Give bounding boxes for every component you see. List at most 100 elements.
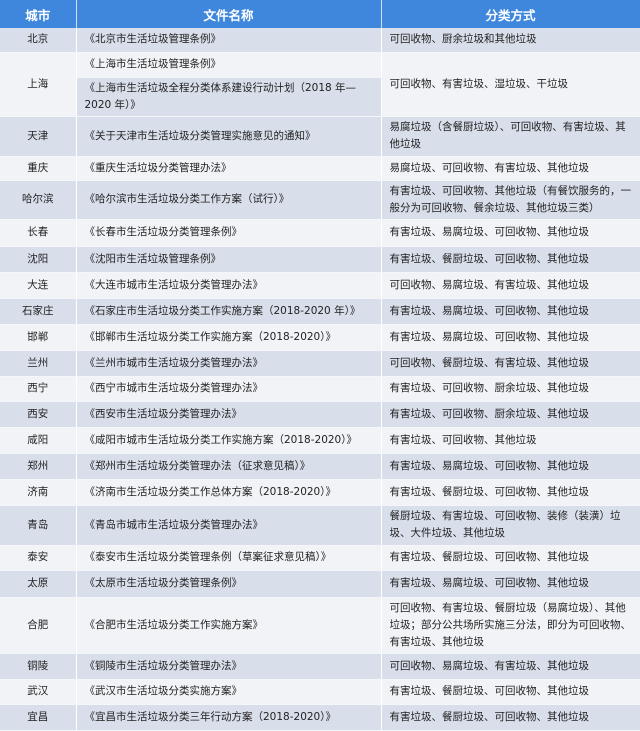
method-cell: 有害垃圾、可回收物、厨余垃圾、其他垃圾 <box>381 401 640 428</box>
city-cell: 咸阳 <box>0 427 77 454</box>
city-cell: 上海 <box>0 52 77 117</box>
table-row: 青岛 《青岛市城市生活垃圾分类管理办法》 餐厨垃圾、有害垃圾、可回收物、装修（装潢）… <box>0 505 640 546</box>
table-row: 长春 《长春市生活垃圾分类管理条例》 有害垃圾、易腐垃圾、可回收物、其他垃圾 <box>0 219 640 247</box>
method-cell: 可回收物、易腐垃圾、有害垃圾、其他垃圾 <box>381 653 640 680</box>
city-cell: 济南 <box>0 479 77 506</box>
document-cell: 《咸阳市城市生活垃圾分类工作实施方案（2018-2020）》 <box>76 427 382 454</box>
city-cell: 西安 <box>0 401 77 428</box>
method-cell: 餐厨垃圾、有害垃圾、可回收物、装修（装潢）垃圾、大件垃圾、其他垃圾 <box>381 505 640 546</box>
document-cell: 《郑州市生活垃圾分类管理办法（征求意见稿）》 <box>76 453 382 480</box>
city-cell: 北京 <box>0 28 77 53</box>
method-cell: 有害垃圾、餐厨垃圾、可回收物、其他垃圾 <box>381 479 640 506</box>
method-cell: 有害垃圾、餐厨垃圾、可回收物、其他垃圾 <box>381 545 640 571</box>
table-row: 邯郸 《邯郸市生活垃圾分类工作实施方案（2018-2020）》 有害垃圾、易腐垃圾、… <box>0 324 640 351</box>
method-cell: 有害垃圾、可回收物、其他垃圾（有餐饮服务的，一般分为可回收物、餐余垃圾、其他垃圾… <box>381 180 640 220</box>
city-cell: 沈阳 <box>0 246 77 273</box>
table-row: 咸阳 《咸阳市城市生活垃圾分类工作实施方案（2018-2020）》 有害垃圾、可回收… <box>0 427 640 454</box>
document-cell: 《兰州市城市生活垃圾分类管理办法》 <box>76 350 382 377</box>
document-cell: 《大连市城市生活垃圾分类管理办法》 <box>76 272 382 299</box>
header-document: 文件名称 <box>76 0 382 28</box>
table-row: 兰州 《兰州市城市生活垃圾分类管理办法》 可回收物、餐厨垃圾、有害垃圾、其他垃圾 <box>0 350 640 377</box>
table-row: 沈阳 《沈阳市生活垃圾管理条例》 有害垃圾、餐厨垃圾、可回收物、其他垃圾 <box>0 246 640 273</box>
city-cell: 哈尔滨 <box>0 180 77 220</box>
method-cell: 可回收物、有害垃圾、湿垃圾、干垃圾 <box>381 52 640 117</box>
city-cell: 青岛 <box>0 505 77 546</box>
table-row: 济南 《济南市生活垃圾分类工作总体方案（2018-2020）》 有害垃圾、餐厨垃圾、… <box>0 479 640 506</box>
table-row: 西安 《西安市生活垃圾分类管理办法》 有害垃圾、可回收物、厨余垃圾、其他垃圾 <box>0 401 640 428</box>
table-row: 哈尔滨 《哈尔滨市生活垃圾分类工作方案（试行）》 有害垃圾、可回收物、其他垃圾（有餐… <box>0 180 640 220</box>
city-cell: 西宁 <box>0 376 77 402</box>
document-cell: 《沈阳市生活垃圾管理条例》 <box>76 246 382 273</box>
method-cell: 易腐垃圾（含餐厨垃圾）、可回收物、有害垃圾、其他垃圾 <box>381 116 640 157</box>
document-cell: 《济南市生活垃圾分类工作总体方案（2018-2020）》 <box>76 479 382 506</box>
city-cell: 重庆 <box>0 156 77 181</box>
table-row: 《上海市生活垃圾全程分类体系建设行动计划（2018 年—2020 年）》 <box>0 77 640 117</box>
document-cell: 《石家庄市生活垃圾分类工作实施方案（2018-2020 年）》 <box>76 298 382 325</box>
document-cell: 《宜昌市生活垃圾分类三年行动方案（2018-2020）》 <box>76 704 382 731</box>
city-cell: 长春 <box>0 219 77 247</box>
method-cell: 有害垃圾、易腐垃圾、可回收物、其他垃圾 <box>381 219 640 247</box>
table-row: 郑州 《郑州市生活垃圾分类管理办法（征求意见稿）》 有害垃圾、易腐垃圾、可回收物、其… <box>0 453 640 480</box>
method-cell: 有害垃圾、可回收物、厨余垃圾、其他垃圾 <box>381 376 640 402</box>
city-cell: 兰州 <box>0 350 77 377</box>
table-row: 上海 《上海市生活垃圾管理条例》 可回收物、有害垃圾、湿垃圾、干垃圾 <box>0 52 640 117</box>
method-cell: 有害垃圾、易腐垃圾、可回收物、其他垃圾 <box>381 298 640 325</box>
table-row: 西宁 《西宁市城市生活垃圾分类管理办法》 有害垃圾、可回收物、厨余垃圾、其他垃圾 <box>0 376 640 402</box>
method-cell: 有害垃圾、易腐垃圾、可回收物、其他垃圾 <box>381 453 640 480</box>
table-row: 太原 《太原市生活垃圾分类管理条例》 有害垃圾、易腐垃圾、可回收物、其他垃圾 <box>0 570 640 598</box>
method-cell: 可回收物、厨余垃圾和其他垃圾 <box>381 28 640 53</box>
table-row: 武汉 《武汉市生活垃圾分类实施方案》 有害垃圾、餐厨垃圾、可回收物、其他垃圾 <box>0 679 640 705</box>
city-cell: 武汉 <box>0 679 77 705</box>
method-cell: 可回收物、易腐垃圾、有害垃圾、其他垃圾 <box>381 272 640 299</box>
document-cell: 《哈尔滨市生活垃圾分类工作方案（试行）》 <box>76 180 382 220</box>
header-method: 分类方式 <box>381 0 640 28</box>
document-cell: 《武汉市生活垃圾分类实施方案》 <box>76 679 382 705</box>
city-cell: 铜陵 <box>0 653 77 680</box>
method-cell: 可回收物、有害垃圾、餐厨垃圾（易腐垃圾）、其他垃圾；部分公共场所实施三分法，即分… <box>381 597 640 654</box>
method-cell: 易腐垃圾、可回收物、有害垃圾、其他垃圾 <box>381 156 640 181</box>
city-cell: 大连 <box>0 272 77 299</box>
table-row: 石家庄 《石家庄市生活垃圾分类工作实施方案（2018-2020 年）》 有害垃圾、易… <box>0 298 640 325</box>
city-cell: 泰安 <box>0 545 77 571</box>
method-cell: 有害垃圾、可回收物、其他垃圾 <box>381 427 640 454</box>
table-row: 合肥 《合肥市生活垃圾分类工作实施方案》 可回收物、有害垃圾、餐厨垃圾（易腐垃圾）、… <box>0 597 640 654</box>
document-cell: 《上海市生活垃圾全程分类体系建设行动计划（2018 年—2020 年）》 <box>76 77 382 117</box>
document-cell: 《长春市生活垃圾分类管理条例》 <box>76 219 382 247</box>
table-row: 宜昌 《宜昌市生活垃圾分类三年行动方案（2018-2020）》 有害垃圾、餐厨垃圾、… <box>0 704 640 731</box>
method-cell: 有害垃圾、餐厨垃圾、可回收物、其他垃圾 <box>381 704 640 731</box>
table-row: 泰安 《泰安市生活垃圾分类管理条例（草案征求意见稿）》 有害垃圾、餐厨垃圾、可回收物… <box>0 545 640 571</box>
method-cell: 有害垃圾、餐厨垃圾、可回收物、其他垃圾 <box>381 679 640 705</box>
method-cell: 有害垃圾、易腐垃圾、可回收物、其他垃圾 <box>381 324 640 351</box>
document-cell: 《上海市生活垃圾管理条例》 <box>76 52 382 78</box>
document-cell: 《铜陵市生活垃圾分类管理办法》 <box>76 653 382 680</box>
document-cell: 《重庆生活垃圾分类管理办法》 <box>76 156 382 181</box>
city-cell: 太原 <box>0 570 77 598</box>
document-cell: 《关于天津市生活垃圾分类管理实施意见的通知》 <box>76 116 382 157</box>
document-cell: 《邯郸市生活垃圾分类工作实施方案（2018-2020）》 <box>76 324 382 351</box>
table-header-row: 城市 文件名称 分类方式 <box>0 0 640 28</box>
document-cell: 《西宁市城市生活垃圾分类管理办法》 <box>76 376 382 402</box>
method-cell: 有害垃圾、餐厨垃圾、可回收物、其他垃圾 <box>381 246 640 273</box>
city-cell: 邯郸 <box>0 324 77 351</box>
method-cell: 有害垃圾、易腐垃圾、可回收物、其他垃圾 <box>381 570 640 598</box>
city-cell: 合肥 <box>0 597 77 654</box>
document-cell: 《合肥市生活垃圾分类工作实施方案》 <box>76 597 382 654</box>
document-cell: 《青岛市城市生活垃圾分类管理办法》 <box>76 505 382 546</box>
header-city: 城市 <box>0 0 77 28</box>
city-cell: 天津 <box>0 116 77 157</box>
table-row: 天津 《关于天津市生活垃圾分类管理实施意见的通知》 易腐垃圾（含餐厨垃圾）、可回收物… <box>0 116 640 157</box>
table-row: 大连 《大连市城市生活垃圾分类管理办法》 可回收物、易腐垃圾、有害垃圾、其他垃圾 <box>0 272 640 299</box>
table-row: 北京 《北京市生活垃圾管理条例》 可回收物、厨余垃圾和其他垃圾 <box>0 28 640 53</box>
table-row: 重庆 《重庆生活垃圾分类管理办法》 易腐垃圾、可回收物、有害垃圾、其他垃圾 <box>0 156 640 181</box>
table-body: 北京 《北京市生活垃圾管理条例》 可回收物、厨余垃圾和其他垃圾 上海 《上海市生活垃圾管… <box>0 28 640 731</box>
city-cell: 宜昌 <box>0 704 77 731</box>
city-cell: 郑州 <box>0 453 77 480</box>
document-cell: 《太原市生活垃圾分类管理条例》 <box>76 570 382 598</box>
city-cell: 石家庄 <box>0 298 77 325</box>
document-cell: 《北京市生活垃圾管理条例》 <box>76 28 382 53</box>
document-cell: 《西安市生活垃圾分类管理办法》 <box>76 401 382 428</box>
method-cell: 可回收物、餐厨垃圾、有害垃圾、其他垃圾 <box>381 350 640 377</box>
document-cell: 《泰安市生活垃圾分类管理条例（草案征求意见稿）》 <box>76 545 382 571</box>
table-row: 铜陵 《铜陵市生活垃圾分类管理办法》 可回收物、易腐垃圾、有害垃圾、其他垃圾 <box>0 653 640 680</box>
